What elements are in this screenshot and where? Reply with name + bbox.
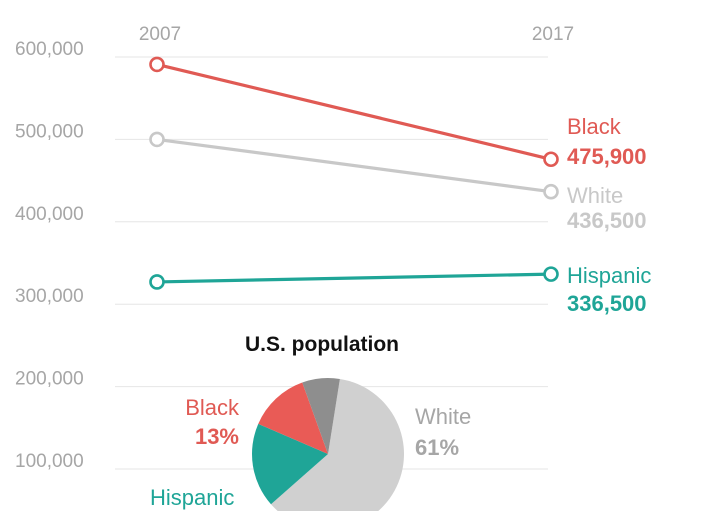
x-tick-label: 2017	[532, 24, 574, 45]
data-point	[149, 274, 165, 290]
pie-slice-hispanic	[251, 423, 328, 505]
y-tick-label: 400,000	[15, 204, 84, 225]
data-label: 436,500	[567, 208, 647, 233]
pie-slice-black	[258, 382, 328, 454]
data-label: 336,500	[567, 291, 647, 316]
pie-data-label: 13%	[195, 424, 239, 449]
pie-label: Black	[185, 395, 240, 420]
data-point	[149, 131, 165, 148]
y-tick-label: 100,000	[15, 451, 84, 472]
y-tick-label: 600,000	[15, 39, 84, 60]
data-point	[149, 56, 165, 73]
series-label: Hispanic	[567, 263, 651, 288]
y-tick-label: 300,000	[15, 286, 84, 307]
pie-data-label: 61%	[415, 435, 459, 460]
y-tick-label: 200,000	[15, 369, 84, 390]
series-label: Black	[567, 114, 622, 139]
x-tick-label: 2007	[139, 24, 181, 45]
data-point	[543, 266, 559, 282]
data-point	[543, 183, 559, 200]
series-line-hispanic	[156, 272, 552, 284]
pie-label: Hispanic	[150, 485, 234, 510]
data-label: 475,900	[567, 144, 647, 169]
series-line-white	[156, 137, 552, 194]
pie-slice-white	[270, 378, 404, 511]
pie-title: U.S. population	[245, 333, 399, 356]
series-label: White	[567, 183, 623, 208]
y-tick-label: 500,000	[15, 121, 84, 142]
data-point	[543, 151, 559, 168]
pie-label: White	[415, 404, 471, 429]
series-line-black	[156, 62, 552, 161]
pie-slice-other	[302, 378, 340, 454]
